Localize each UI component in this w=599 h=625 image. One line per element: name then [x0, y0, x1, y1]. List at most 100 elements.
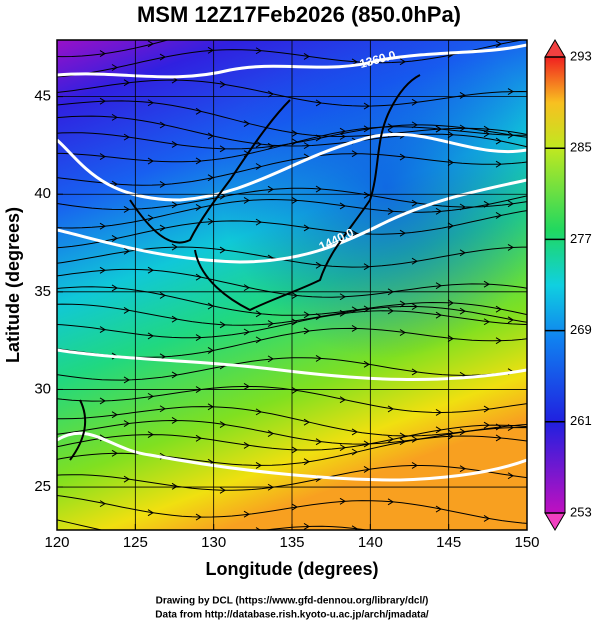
stream-arrow [483, 421, 490, 429]
y-tick-label: 30 [34, 380, 51, 397]
stream-arrow [435, 282, 442, 290]
stream-arrow [459, 124, 466, 132]
stream-arrow [483, 405, 490, 413]
stream-arrow [243, 196, 250, 204]
stream-arrow [171, 417, 178, 424]
stream-arrow [147, 99, 154, 107]
stream-arrow [507, 200, 514, 208]
stream-arrow [207, 132, 214, 140]
contours [57, 43, 527, 482]
stream-arrow [351, 229, 358, 237]
stream-arrow [255, 408, 262, 416]
stream-arrow [147, 40, 154, 48]
stream-arrow [291, 197, 298, 204]
credit: Data from http://database.rish.kyoto-u.a… [155, 610, 429, 621]
contour-line [57, 348, 527, 381]
streamline [57, 40, 170, 58]
stream-arrow [171, 482, 178, 490]
x-tick-label: 150 [514, 534, 539, 551]
stream-arrow [303, 142, 310, 150]
stream-arrow [243, 510, 250, 518]
stream-arrow [195, 203, 202, 211]
stream-arrow [99, 153, 106, 161]
stream-arrow [147, 431, 154, 439]
stream-arrow [147, 157, 154, 165]
stream-arrow [195, 157, 202, 165]
stream-arrow [99, 397, 106, 405]
colorbar-tick-label: 253 [570, 504, 592, 519]
coastline [194, 74, 421, 312]
plot-area [57, 16, 527, 541]
stream-arrow [484, 16, 489, 22]
stream-arrow [243, 328, 250, 336]
stream-arrow [339, 202, 346, 210]
stream-arrow [267, 185, 274, 193]
stream-arrow [447, 159, 454, 166]
stream-arrow [99, 500, 106, 508]
stream-arrow [399, 153, 406, 161]
stream-arrow [123, 133, 130, 141]
stream-arrow [435, 505, 442, 513]
stream-arrow [171, 201, 178, 209]
stream-arrow [160, 535, 165, 541]
stream-arrow [495, 40, 502, 48]
stream-arrow [411, 98, 418, 106]
stream-arrow [495, 434, 502, 442]
title: MSM 12Z17Feb2026 (850.0hPa) [137, 2, 461, 27]
stream-arrow [123, 306, 130, 314]
stream-arrow [387, 405, 394, 413]
stream-arrow [99, 266, 106, 274]
stream-arrow [159, 181, 166, 188]
stream-arrow [111, 64, 118, 71]
stream-arrow [339, 497, 346, 505]
stream-arrow [399, 438, 406, 446]
stream-arrow [147, 266, 154, 274]
stream-arrow [243, 383, 250, 390]
stream-arrow [207, 218, 214, 225]
stream-arrow [339, 293, 346, 301]
stream-arrow [219, 486, 226, 494]
stream-arrow [387, 435, 394, 443]
stream-arrow [159, 53, 166, 61]
stream-arrow [315, 134, 322, 142]
stream-arrow [387, 307, 394, 315]
stream-arrow [99, 97, 106, 105]
stream-arrow [111, 411, 118, 419]
stream-arrow [291, 386, 298, 394]
stream-arrow [363, 360, 370, 368]
stream-arrow [243, 120, 250, 128]
stream-arrow [303, 523, 310, 530]
y-tick-label: 35 [34, 283, 51, 300]
colorbar-tick-label: 293 [570, 48, 592, 63]
stream-arrow [351, 150, 358, 158]
stream-arrow [363, 263, 370, 271]
stream-arrow [411, 462, 418, 469]
y-tick-label: 45 [34, 88, 51, 105]
stream-arrow [291, 446, 298, 454]
stream-arrow [291, 503, 298, 511]
y-tick-label: 40 [34, 185, 51, 202]
colorbar [544, 56, 566, 514]
colorbar-tick-label: 269 [570, 322, 592, 337]
stream-arrow [195, 273, 202, 281]
colorbar-tick-label: 277 [570, 231, 592, 246]
stream-arrow [159, 121, 166, 129]
stream-arrow [267, 90, 274, 98]
stream-arrow [207, 403, 214, 411]
stream-arrow [495, 212, 502, 219]
stream-arrow [255, 218, 262, 226]
stream-arrow [147, 214, 154, 222]
stream-arrow [255, 336, 262, 344]
stream-arrow [447, 222, 454, 230]
stream-arrow [459, 307, 466, 315]
stream-arrow [267, 430, 274, 437]
x-tick-label: 140 [358, 534, 383, 551]
stream-arrow [483, 280, 490, 288]
stream-arrow [267, 320, 274, 328]
stream-arrow [195, 334, 202, 341]
stream-arrow [111, 284, 118, 292]
x-tick-label: 125 [123, 534, 148, 551]
stream-arrow [147, 509, 154, 517]
stream-arrow [459, 91, 466, 99]
stream-arrow [159, 224, 166, 232]
